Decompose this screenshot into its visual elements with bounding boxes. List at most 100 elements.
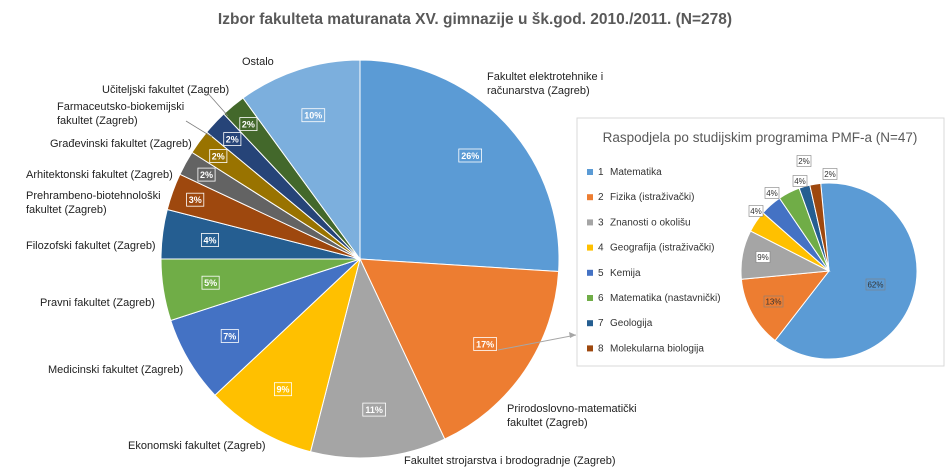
category-label-arhitektonski-fakultet-zagreb: Arhitektonski fakultet (Zagreb) bbox=[26, 169, 173, 181]
category-label-ostalo: Ostalo bbox=[242, 56, 274, 68]
inset-pct-text: 62% bbox=[867, 281, 883, 290]
inset-pct-text: 13% bbox=[765, 298, 781, 307]
pct-label-pravni-fakultet-zagreb: 5% bbox=[201, 275, 220, 290]
legend-swatch bbox=[587, 269, 593, 276]
legend-number: 5 bbox=[598, 268, 604, 279]
category-label-gradevinski-fakultet-zagreb: Građevinski fakultet (Zagreb) bbox=[50, 138, 192, 150]
legend-number: 8 bbox=[598, 343, 604, 354]
pct-label-fakultet-strojarstva-i-brodogradnje-zagreb: 11% bbox=[362, 402, 386, 417]
pct-label-prehrambeno-biotehnoloski-fakultet-zagreb: 3% bbox=[186, 192, 205, 207]
category-label-pravni-fakultet-zagreb: Pravni fakultet (Zagreb) bbox=[40, 297, 155, 309]
category-label-fakultet-strojarstva-i-brodogradnje-zagreb: Fakultet strojarstva i brodogradnje (Zag… bbox=[404, 455, 616, 467]
legend-item-fizika-istrazivacki: 2 Fizika (istraživački) bbox=[587, 192, 694, 203]
pct-label-box bbox=[362, 402, 386, 417]
pct-label-arhitektonski-fakultet-zagreb: 2% bbox=[197, 167, 216, 182]
pct-label-box bbox=[201, 275, 220, 290]
legend-item-geografija-istrazivacki: 4 Geografija (istraživački) bbox=[587, 243, 714, 254]
inset-pct-box bbox=[796, 155, 812, 167]
pct-label-box bbox=[220, 329, 239, 343]
inset-pct-text: 9% bbox=[757, 253, 769, 262]
legend-swatch bbox=[587, 194, 593, 201]
pct-label-medicinski-fakultet-zagreb: 7% bbox=[220, 329, 239, 343]
legend-item-kemija: 5 Kemija bbox=[587, 268, 641, 279]
pct-label-box bbox=[239, 117, 258, 131]
category-label-ekonomski-fakultet-zagreb: Ekonomski fakultet (Zagreb) bbox=[128, 440, 266, 452]
legend-item-znanosti-o-okolisu: 3 Znanosti o okolišu bbox=[587, 217, 691, 228]
pct-label-text: 7% bbox=[223, 331, 236, 341]
pct-label-box bbox=[209, 149, 228, 164]
leader-line bbox=[204, 89, 229, 117]
legend-label: Geografija (istraživački) bbox=[610, 243, 714, 254]
pct-label-gradevinski-fakultet-zagreb: 2% bbox=[209, 149, 228, 164]
legend-swatch bbox=[587, 295, 593, 301]
inset-pct-label-fizika-istrazivacki: 13% bbox=[763, 295, 784, 308]
pct-label-text: 3% bbox=[189, 195, 202, 205]
inset-pct-text: 4% bbox=[766, 189, 778, 198]
legend-swatch bbox=[587, 345, 593, 352]
legend-swatch bbox=[587, 219, 593, 226]
inset-pct-label-geografija-istrazivacki: 4% bbox=[748, 205, 764, 217]
pct-label-prirodoslovno-matematicki-fakultet-zagreb: 17% bbox=[473, 337, 497, 351]
pct-label-text: 2% bbox=[242, 119, 255, 129]
pct-label-box bbox=[200, 233, 219, 247]
pct-label-text: 26% bbox=[461, 151, 479, 161]
pct-label-text: 2% bbox=[226, 134, 239, 144]
callout-arrow-head bbox=[569, 332, 576, 338]
pct-label-box bbox=[223, 132, 242, 147]
pct-label-box bbox=[458, 148, 482, 163]
pct-label-text: 11% bbox=[365, 405, 383, 415]
pie-slice-fakultet-elektrotehnike-i-racunarstva-zagreb bbox=[359, 59, 560, 273]
legend-number: 1 bbox=[598, 167, 604, 178]
pct-label-text: 9% bbox=[276, 385, 289, 395]
category-label-uciteljski-fakultet-zagreb: Učiteljski fakultet (Zagreb) bbox=[102, 84, 229, 96]
inset-pct-box bbox=[822, 168, 838, 180]
pct-label-box bbox=[186, 192, 205, 207]
category-label-medicinski-fakultet-zagreb: Medicinski fakultet (Zagreb) bbox=[48, 364, 183, 376]
inset-legend: 1 Matematika 2 Fizika (istraživački) 3 Znanos… bbox=[587, 167, 721, 354]
pct-label-text: 2% bbox=[212, 151, 225, 161]
pie-slice-ekonomski-fakultet-zagreb bbox=[214, 257, 361, 453]
legend-number: 3 bbox=[598, 217, 604, 228]
inset-pct-label-kemija: 4% bbox=[764, 187, 780, 199]
inset-pie bbox=[740, 182, 918, 360]
inset-pct-box bbox=[792, 175, 808, 187]
legend-item-matematika: 1 Matematika bbox=[587, 167, 662, 178]
legend-label: Molekularna biologija bbox=[610, 343, 704, 354]
pie-slice-fakultet-strojarstva-i-brodogradnje-zagreb bbox=[309, 257, 446, 459]
legend-swatch bbox=[587, 244, 593, 251]
pct-label-uciteljski-fakultet-zagreb: 2% bbox=[239, 117, 258, 131]
category-label-fakultet-elektrotehnike-i-racunarstva-zagreb: Fakultet elektrotehnike i računarstva (Za… bbox=[487, 71, 603, 97]
pct-label-box bbox=[473, 337, 497, 351]
inset-chart-title: Raspodjela po studijskim programima PMF-… bbox=[603, 130, 918, 145]
inset-pct-text: 2% bbox=[824, 170, 836, 179]
inset-pct-box bbox=[748, 205, 764, 217]
pct-label-fakultet-elektrotehnike-i-racunarstva-zagreb: 26% bbox=[458, 148, 482, 163]
inset-pct-label-znanosti-o-okolisu: 9% bbox=[755, 251, 771, 263]
legend-label: Kemija bbox=[610, 268, 641, 279]
inset-pct-text: 4% bbox=[750, 207, 762, 216]
pct-label-farmaceutsko-biokemijski-fakultet-zagreb: 2% bbox=[223, 132, 242, 147]
main-pie bbox=[160, 59, 560, 459]
inset-percent-labels: 62% 13% 9% 4% 4% 4% 2% 2% bbox=[748, 155, 886, 308]
legend-number: 7 bbox=[598, 318, 604, 329]
category-label-filozofski-fakultet-zagreb: Filozofski fakultet (Zagreb) bbox=[26, 240, 156, 252]
pct-label-filozofski-fakultet-zagreb: 4% bbox=[200, 233, 219, 247]
pct-label-ostalo: 10% bbox=[301, 108, 326, 123]
inset-pct-box bbox=[755, 251, 771, 263]
legend-swatch bbox=[587, 169, 593, 175]
inset-pct-box bbox=[764, 187, 780, 199]
inset-pct-text: 2% bbox=[798, 157, 810, 166]
legend-label: Matematika (nastavnički) bbox=[610, 293, 721, 304]
inset-pct-label-matematika-nastavnicki: 4% bbox=[792, 175, 808, 187]
pct-label-text: 5% bbox=[204, 278, 217, 288]
category-label-prehrambeno-biotehnoloski-fakultet-zagreb: Prehrambeno-biotehnološki fakultet (Zagre… bbox=[26, 190, 161, 216]
pct-label-box bbox=[197, 167, 216, 182]
legend-label: Znanosti o okolišu bbox=[610, 217, 691, 228]
inset-pct-label-molekularna-biologija: 2% bbox=[822, 168, 838, 180]
category-label-farmaceutsko-biokemijski-fakultet-zagreb: Farmaceutsko-biokemijski fakultet (Zagreb… bbox=[57, 101, 184, 127]
inset-pct-box bbox=[865, 278, 886, 291]
inset-pct-label-geologija: 2% bbox=[796, 155, 812, 167]
inset-slice-matematika bbox=[774, 182, 918, 360]
inset-slice-molekularna-biologija bbox=[809, 182, 830, 272]
